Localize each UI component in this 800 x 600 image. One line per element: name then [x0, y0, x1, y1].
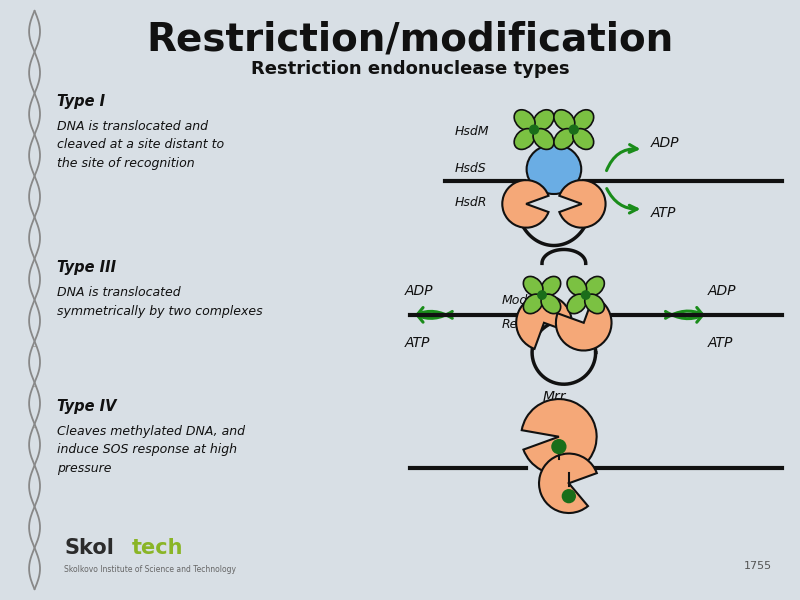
- Text: DNA is translocated and
cleaved at a site distant to
the site of recognition: DNA is translocated and cleaved at a sit…: [58, 119, 225, 170]
- Ellipse shape: [523, 294, 543, 314]
- Text: ATP: ATP: [708, 335, 734, 350]
- Ellipse shape: [514, 128, 535, 149]
- Text: DNA is translocated
symmetrically by two complexes: DNA is translocated symmetrically by two…: [58, 286, 263, 317]
- Ellipse shape: [541, 277, 561, 296]
- Ellipse shape: [526, 145, 582, 194]
- Text: Type IV: Type IV: [58, 399, 117, 414]
- Text: ATP: ATP: [650, 206, 676, 220]
- Text: HsdS: HsdS: [454, 162, 486, 175]
- Text: Restriction endonuclease types: Restriction endonuclease types: [250, 60, 570, 78]
- Text: Type I: Type I: [58, 94, 106, 109]
- Ellipse shape: [573, 110, 594, 131]
- Text: Skolkovo Institute of Science and Technology: Skolkovo Institute of Science and Techno…: [64, 565, 236, 574]
- Circle shape: [538, 291, 546, 299]
- Ellipse shape: [585, 277, 604, 296]
- Wedge shape: [502, 180, 549, 227]
- Ellipse shape: [514, 110, 535, 131]
- Circle shape: [562, 490, 575, 503]
- Text: tech: tech: [132, 538, 183, 557]
- Text: Skol: Skol: [64, 538, 114, 557]
- Text: Mod: Mod: [502, 295, 527, 307]
- Ellipse shape: [533, 128, 554, 149]
- Ellipse shape: [541, 294, 561, 314]
- Wedge shape: [539, 454, 597, 513]
- Ellipse shape: [533, 110, 554, 131]
- Ellipse shape: [573, 128, 594, 149]
- Ellipse shape: [554, 110, 574, 131]
- Ellipse shape: [554, 128, 574, 149]
- Text: HsdR: HsdR: [454, 196, 487, 209]
- Text: Mrr: Mrr: [542, 390, 566, 404]
- Circle shape: [530, 125, 538, 134]
- Text: ADP: ADP: [650, 136, 678, 151]
- Ellipse shape: [567, 277, 586, 296]
- Ellipse shape: [523, 277, 543, 296]
- Circle shape: [570, 125, 578, 134]
- Circle shape: [552, 440, 566, 454]
- Text: ADP: ADP: [405, 284, 434, 298]
- Text: Cleaves methylated DNA, and
induce SOS response at high
pressure: Cleaves methylated DNA, and induce SOS r…: [58, 425, 246, 475]
- Text: Type III: Type III: [58, 260, 117, 275]
- Wedge shape: [559, 180, 606, 227]
- Wedge shape: [516, 295, 572, 349]
- Text: HsdM: HsdM: [454, 125, 489, 138]
- Text: ATP: ATP: [405, 335, 430, 350]
- Circle shape: [582, 291, 590, 299]
- Text: ADP: ADP: [708, 284, 736, 298]
- Text: 1755: 1755: [743, 560, 771, 571]
- Text: Res: Res: [502, 318, 524, 331]
- Ellipse shape: [585, 294, 604, 314]
- Wedge shape: [556, 297, 611, 350]
- Text: Restriction/modification: Restriction/modification: [146, 20, 674, 59]
- Ellipse shape: [567, 294, 586, 314]
- Wedge shape: [522, 399, 597, 475]
